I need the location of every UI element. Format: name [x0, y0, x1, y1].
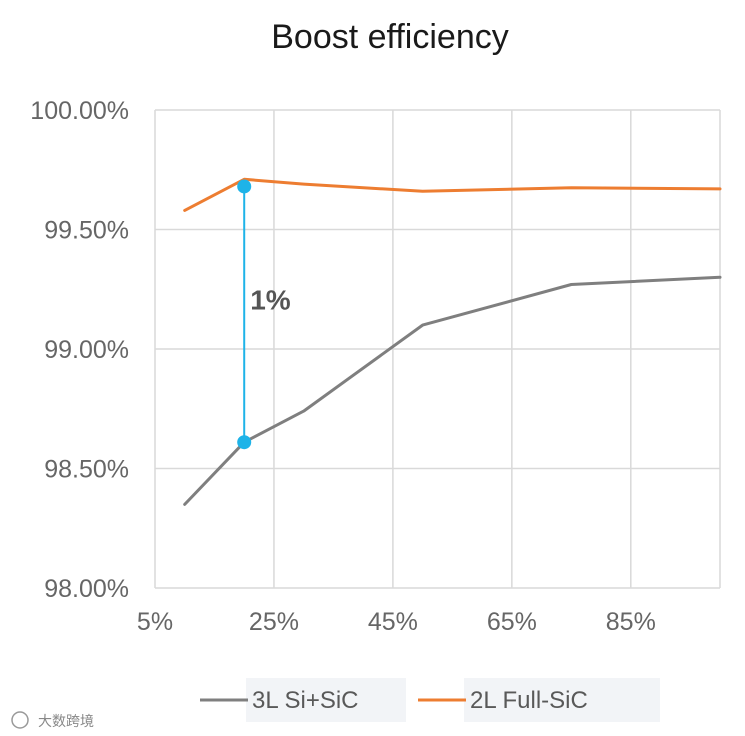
legend: 3L Si+SiC 2L Full-SiC [200, 678, 660, 722]
legend-label-bg [464, 678, 660, 722]
y-axis-ticks: 100.00% 99.50% 99.00% 98.50% 98.00% [30, 97, 129, 603]
legend-label-0: 3L Si+SiC [252, 687, 359, 714]
y-tick-label: 99.50% [44, 217, 129, 245]
y-tick-label: 99.00% [44, 336, 129, 364]
x-tick-label: 25% [249, 608, 299, 636]
annotation-dot-bottom [237, 435, 252, 450]
legend-label-1: 2L Full-SiC [470, 687, 588, 714]
legend-label-bg [246, 678, 406, 722]
x-tick-label: 45% [368, 608, 418, 636]
y-tick-label: 98.50% [44, 456, 129, 484]
annotation-group: 1% [237, 179, 291, 450]
annotation-label: 1% [250, 284, 291, 315]
x-tick-label: 85% [606, 608, 656, 636]
y-tick-label: 100.00% [30, 97, 129, 125]
series-lines [183, 177, 722, 506]
series-line-1 [183, 177, 722, 212]
watermark: 大数跨境 [11, 711, 94, 729]
watermark-logo-icon [11, 711, 29, 729]
chart-title: Boost efficiency [271, 18, 509, 56]
x-axis-ticks: 5% 25% 45% 65% 85% [137, 608, 656, 636]
x-tick-label: 5% [137, 608, 173, 636]
x-tick-label: 65% [487, 608, 537, 636]
series-line-0 [183, 275, 722, 506]
y-tick-label: 98.00% [44, 575, 129, 603]
watermark-text: 大数跨境 [38, 713, 94, 729]
annotation-dot-top [237, 179, 252, 194]
